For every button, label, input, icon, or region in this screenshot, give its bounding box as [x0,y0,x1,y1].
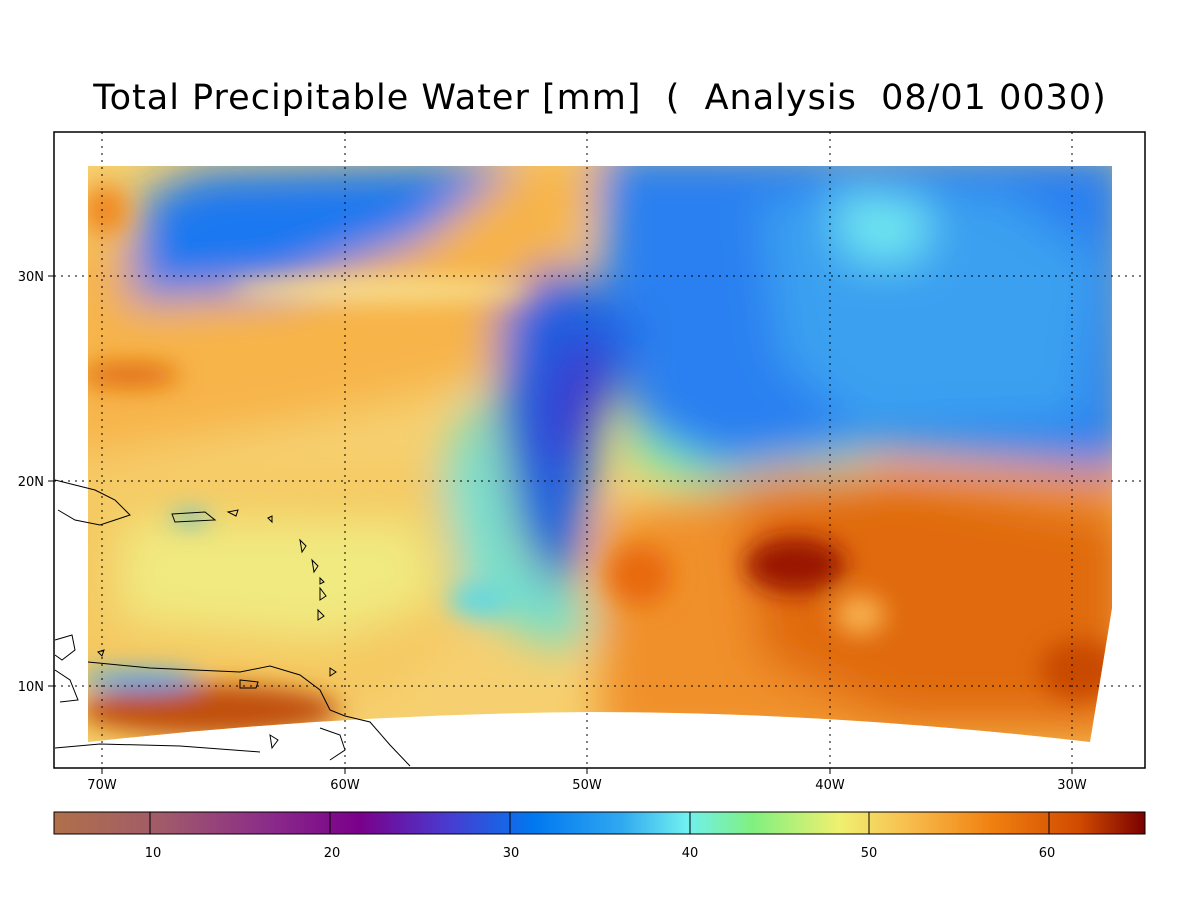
colorbar-label-60: 60 [1039,846,1056,861]
lon-label-70w: 70W [87,778,117,793]
colorbar [53,811,1146,835]
lon-label-60w: 60W [330,778,360,793]
colorbar-label-50: 50 [861,846,878,861]
lat-label-10n: 10N [18,680,44,695]
lon-label-30w: 30W [1057,778,1087,793]
lat-label-30n: 30N [18,270,44,285]
lon-label-40w: 40W [815,778,845,793]
colorbar-label-30: 30 [503,846,520,861]
lat-label-20n: 20N [18,475,44,490]
precipitable-water-field [88,166,1112,742]
colorbar-label-20: 20 [324,846,341,861]
colorbar-ticks [149,812,1050,834]
colorbar-label-10: 10 [145,846,162,861]
coastlines [54,479,411,767]
graticule [54,132,1145,768]
map-frame [53,131,1146,769]
axis-ticks [48,275,1073,774]
colorbar-label-40: 40 [682,846,699,861]
lon-label-50w: 50W [572,778,602,793]
map-title: Total Precipitable Water [mm] ( Analysis… [93,78,1107,118]
